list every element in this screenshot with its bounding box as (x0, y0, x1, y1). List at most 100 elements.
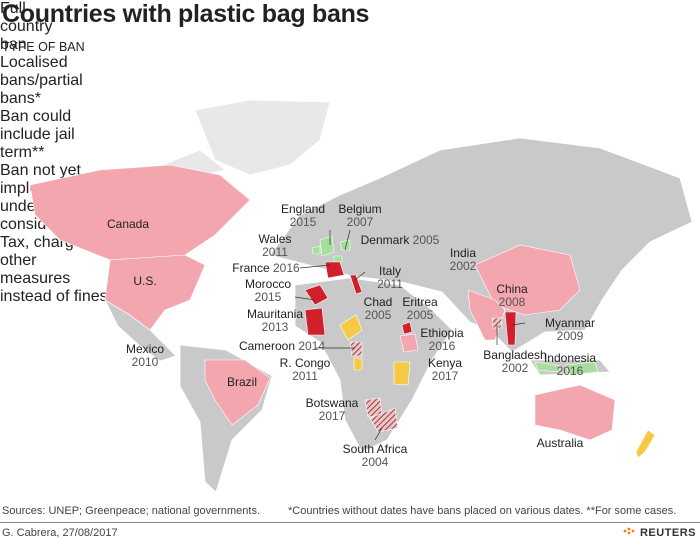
country-label: Chad 2005 (364, 296, 393, 322)
country-name: South Africa (342, 442, 408, 456)
country-label: England 2015 (281, 203, 325, 229)
region (333, 255, 343, 263)
country-year: 2016 (556, 364, 584, 378)
country-label: Mauritania 2013 (247, 308, 303, 334)
country-label: U.S. (133, 275, 156, 288)
country-name: Canada (106, 217, 150, 231)
region (534, 361, 561, 373)
country-label: Australia (537, 437, 584, 450)
country-label: Mexico 2010 (126, 343, 164, 369)
country-year: 2011 (377, 277, 403, 291)
country-year: 2017 (431, 369, 459, 383)
country-name: Botswana (305, 396, 359, 410)
country-label: South Africa 2004 (343, 443, 408, 469)
country-year: 2013 (261, 320, 289, 334)
country-year: 2007 (346, 215, 374, 229)
country-name: Brazil (226, 375, 258, 389)
country-year: 2008 (498, 295, 526, 309)
country-name: Ethiopia (420, 326, 464, 340)
country-name: Indonesia (543, 351, 597, 365)
region (534, 384, 616, 441)
country-year: 2002 (449, 259, 477, 273)
country-label: Kenya 2017 (428, 357, 462, 383)
country-year: 2011 (262, 245, 288, 259)
legend-label: Localised bans/partial bans* (0, 54, 83, 107)
country-label: Cameroon 2014 (239, 340, 325, 353)
brand: REUTERS (622, 526, 696, 539)
region (393, 361, 411, 386)
country-label: Italy 2011 (377, 265, 403, 291)
country-year: 2015 (254, 290, 282, 304)
country-label: Bangladesh 2002 (483, 349, 546, 375)
ban-regions (29, 164, 656, 459)
country-label: India 2002 (450, 247, 477, 273)
region (349, 274, 363, 295)
region (319, 235, 335, 257)
country-name: Italy (378, 264, 401, 278)
country-label: Morocco 2015 (245, 278, 291, 304)
country-name: England (280, 202, 326, 216)
country-year: 2005 (364, 308, 392, 322)
country-year: 2005 (412, 233, 440, 247)
footnote: *Countries without dates have bans place… (288, 505, 677, 517)
country-label: Myanmar 2009 (545, 317, 595, 343)
brand-logo (623, 527, 635, 535)
region (564, 361, 599, 376)
country-name: Wales (258, 232, 292, 246)
country-name: Morocco (244, 277, 292, 291)
region (369, 407, 399, 433)
region (29, 164, 251, 261)
country-label: Canada (107, 218, 149, 231)
country-name: R. Congo (279, 356, 331, 370)
country-name: Belgium (338, 202, 382, 216)
country-name: U.S. (133, 274, 157, 288)
country-label: Eritrea 2005 (402, 296, 437, 322)
country-name: Chad (363, 295, 393, 309)
region (324, 261, 345, 279)
country-year: 2016 (273, 261, 300, 275)
region (339, 239, 351, 251)
sources: Sources: UNEP; Greenpeace; national gove… (2, 505, 261, 517)
country-year: 2010 (131, 355, 159, 369)
country-year: 2005 (406, 308, 434, 322)
region (401, 321, 413, 335)
region (204, 359, 271, 426)
country-name: Mexico (125, 342, 165, 356)
brand-name: REUTERS (639, 527, 696, 539)
legend-label: Ban could include jail term** (0, 108, 75, 161)
country-label: France 2016 (232, 262, 299, 275)
divider (0, 522, 700, 523)
legend-item: Ban could include jail term** (0, 108, 85, 162)
region (304, 284, 329, 306)
country-year: 2004 (361, 455, 389, 469)
region (491, 317, 503, 329)
credit: G. Cabrera, 27/08/2017 (2, 527, 118, 539)
country-label: Denmark 2005 (361, 234, 440, 247)
country-name: Myanmar (544, 316, 596, 330)
country-label: Brazil (227, 376, 257, 389)
country-year: 2002 (501, 361, 529, 375)
country-name: Cameroon (238, 339, 295, 353)
country-label: Botswana 2017 (306, 397, 359, 423)
country-label: Wales 2011 (259, 233, 292, 259)
country-year: 2017 (318, 409, 346, 423)
legend-label: Full country ban (0, 0, 53, 53)
country-label: China 2008 (496, 283, 527, 309)
legend-item: Full country ban (0, 0, 80, 54)
country-year: 2009 (556, 329, 584, 343)
country-name: Mauritania (246, 307, 304, 321)
country-name: Eritrea (402, 295, 438, 309)
country-name: Bangladesh (483, 348, 547, 362)
legend-item: Localised bans/partial bans* (0, 54, 83, 108)
country-name: Denmark (360, 233, 410, 247)
country-year: 2011 (292, 369, 318, 383)
country-label: Belgium 2007 (338, 203, 381, 229)
region (104, 254, 206, 331)
country-year: 2015 (289, 215, 317, 229)
region (399, 333, 419, 353)
country-name: France (232, 261, 270, 275)
country-name: Australia (536, 436, 584, 450)
country-label: Indonesia 2016 (544, 352, 596, 378)
country-year: 2014 (298, 339, 326, 353)
